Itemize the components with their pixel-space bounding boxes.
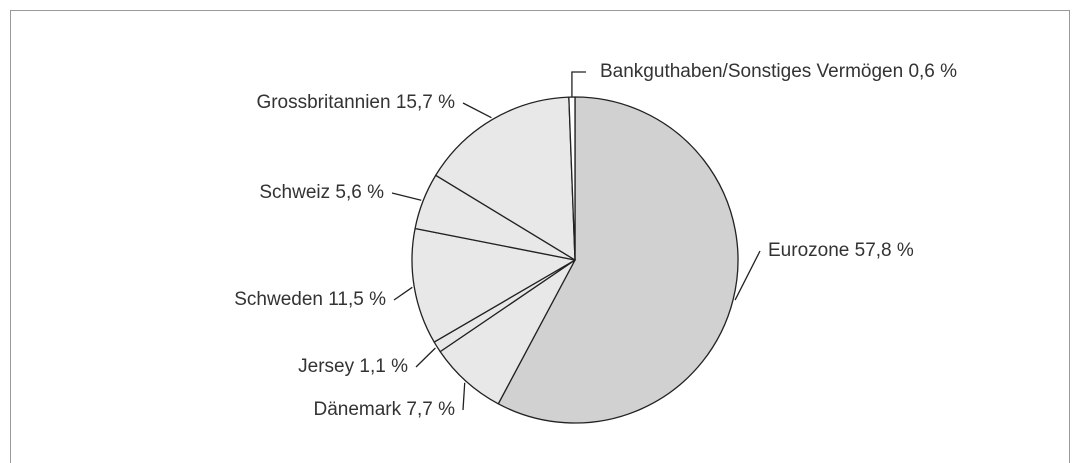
category-label: Schweiz: [259, 182, 330, 203]
value-label: 0,6 %: [908, 61, 957, 82]
value-label: 1,1 %: [359, 356, 408, 377]
slice-label: Schweden 11,5 %: [234, 289, 386, 310]
value-label: 5,6 %: [335, 182, 384, 203]
value-label: 7,7 %: [406, 399, 455, 420]
pie-slice: [435, 96, 576, 261]
slice-label: Eurozone 57,8 %: [768, 240, 914, 261]
frame: [10, 10, 1070, 463]
category-label: Eurozone: [768, 240, 849, 261]
value-label: 15,7 %: [396, 92, 455, 113]
leader-line: [462, 102, 492, 119]
leader-line: [393, 286, 413, 301]
leader-line: [734, 250, 761, 301]
leader-line: [571, 71, 586, 98]
value-label: 11,5 %: [328, 289, 386, 310]
category-label: Jersey: [298, 356, 354, 377]
value-label: 57,8 %: [855, 240, 914, 261]
leader-line: [462, 382, 466, 411]
category-label: Bankguthaben/Sonstiges Vermögen: [600, 61, 903, 82]
leader-line: [415, 347, 436, 368]
category-label: Schweden: [234, 289, 323, 310]
category-label: Dänemark: [313, 399, 401, 420]
pie-slice: [411, 227, 576, 343]
leader-line: [391, 192, 422, 201]
slice-label: Bankguthaben/Sonstiges Vermögen 0,6 %: [600, 61, 957, 82]
slice-label: Dänemark 7,7 %: [313, 399, 455, 420]
pie-slice: [497, 96, 739, 424]
slice-label: Grossbritannien 15,7 %: [256, 92, 455, 113]
slice-label: Schweiz 5,6 %: [259, 182, 384, 203]
category-label: Grossbritannien: [256, 92, 390, 113]
slice-label: Jersey 1,1 %: [298, 356, 408, 377]
